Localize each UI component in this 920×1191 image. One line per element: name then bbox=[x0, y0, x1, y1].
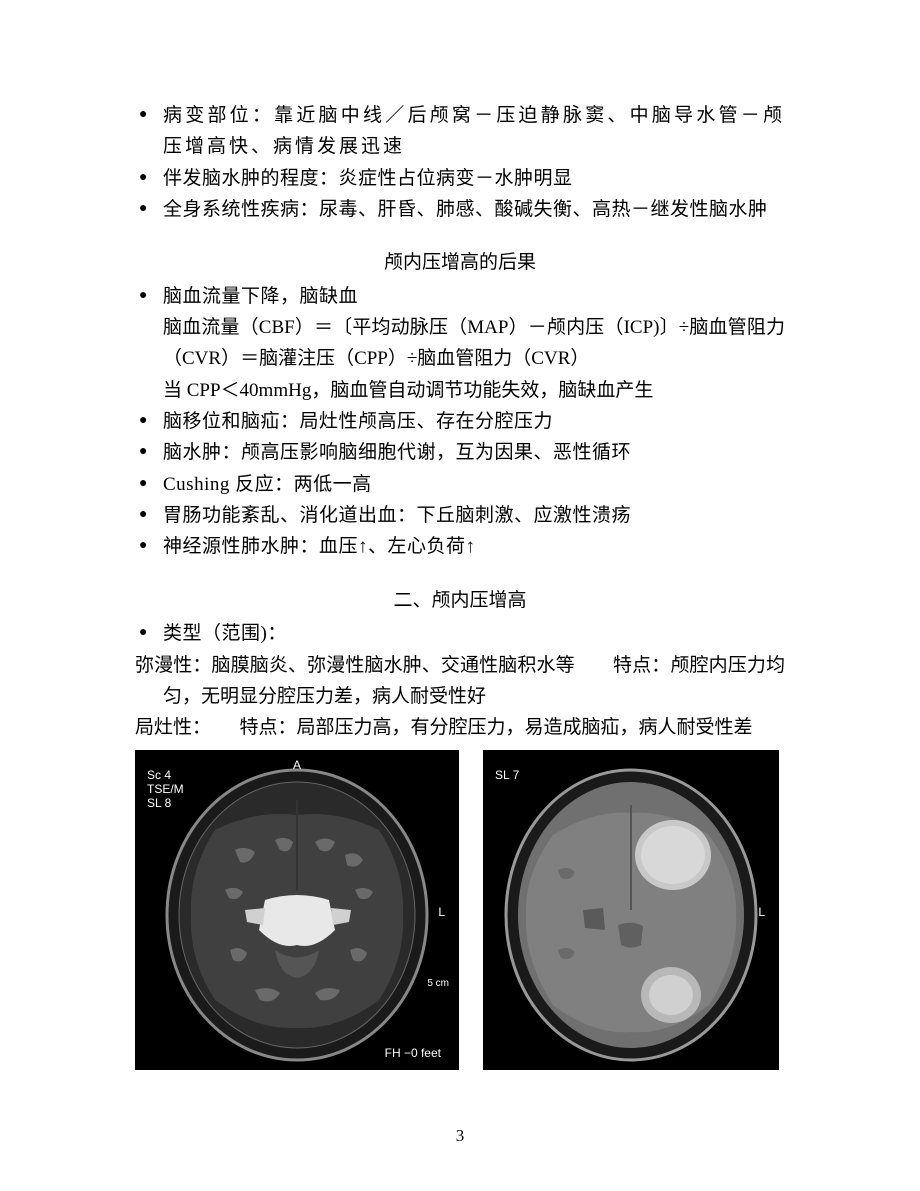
brain-scan-icon bbox=[483, 750, 779, 1070]
mri-label: A bbox=[293, 758, 301, 772]
bullet-item: 脑移位和脑疝：局灶性颅高压、存在分腔压力 bbox=[135, 406, 785, 437]
image-row: Sc 4 TSE/M SL 8 A FH −0 feet L 5 cm SL 7… bbox=[135, 750, 785, 1070]
bullet-item: 类型（范围)： bbox=[135, 618, 785, 649]
bullet-item: 病变部位：靠近脑中线／后颅窝－压迫静脉窦、中脑导水管－颅压增高快、病情发展迅速 bbox=[135, 100, 785, 163]
bullet-sub: 脑血流量（CBF）＝〔平均动脉压（MAP）－颅内压（ICP)〕÷脑血管阻力（CV… bbox=[135, 312, 785, 375]
mri-label: FH −0 feet bbox=[385, 1046, 441, 1060]
mri-label: L bbox=[438, 905, 445, 919]
section2-title: 颅内压增高的后果 bbox=[135, 247, 785, 278]
mri-label: TSE/M bbox=[147, 782, 184, 796]
mri-image-2: SL 7 L bbox=[483, 750, 779, 1070]
bullet-item: 伴发脑水肿的程度：炎症性占位病变－水肿明显 bbox=[135, 163, 785, 194]
mri-label: 5 cm bbox=[427, 978, 449, 989]
section3-title: 二、颅内压增高 bbox=[135, 585, 785, 616]
bullet-item: 神经源性肺水肿：血压↑、左心负荷↑ bbox=[135, 531, 785, 562]
mri-label: L bbox=[758, 905, 765, 919]
bullet-item: 全身系统性疾病：尿毒、肝昏、肺感、酸碱失衡、高热－继发性脑水肿 bbox=[135, 194, 785, 225]
brain-scan-icon bbox=[135, 750, 459, 1070]
para-diffuse: 弥漫性：脑膜脑炎、弥漫性脑水肿、交通性脑积水等 特点：颅腔内压力均匀，无明显分腔… bbox=[135, 650, 785, 713]
bullet-item: Cushing 反应：两低一高 bbox=[135, 469, 785, 500]
section2-list: 脑血流量下降，脑缺血 脑血流量（CBF）＝〔平均动脉压（MAP）－颅内压（ICP… bbox=[135, 281, 785, 563]
para-focal: 局灶性： 特点：局部压力高，有分腔压力，易造成脑疝，病人耐受性差 bbox=[135, 712, 785, 743]
bullet-item: 脑水肿：颅高压影响脑细胞代谢，互为因果、恶性循环 bbox=[135, 437, 785, 468]
mri-image-1: Sc 4 TSE/M SL 8 A FH −0 feet L 5 cm bbox=[135, 750, 459, 1070]
section3-list: 类型（范围)： bbox=[135, 618, 785, 649]
mri-label: SL 7 bbox=[495, 768, 519, 782]
bullet-sub: 当 CPP＜40mmHg，脑血管自动调节功能失效，脑缺血产生 bbox=[135, 375, 785, 406]
mri-label: SL 8 bbox=[147, 796, 171, 810]
bullet-item: 胃肠功能紊乱、消化道出血：下丘脑刺激、应激性溃疡 bbox=[135, 500, 785, 531]
mri-label: Sc 4 bbox=[147, 768, 171, 782]
section1-list: 病变部位：靠近脑中线／后颅窝－压迫静脉窦、中脑导水管－颅压增高快、病情发展迅速 … bbox=[135, 100, 785, 225]
page-number: 3 bbox=[0, 1126, 920, 1146]
bullet-item: 脑血流量下降，脑缺血 bbox=[135, 281, 785, 312]
